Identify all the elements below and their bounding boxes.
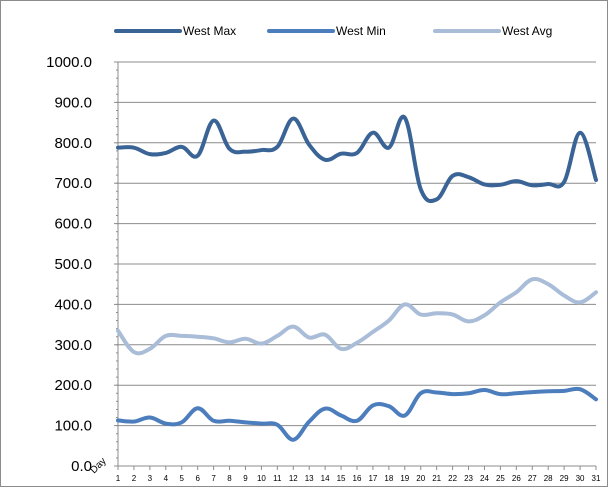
x-tick-label: 31 [592, 474, 601, 483]
series-line-west-max [116, 114, 598, 204]
x-tick-label: 29 [560, 474, 569, 483]
x-tick-label: 18 [384, 474, 393, 483]
gridlines [118, 61, 596, 427]
legend-label: West Avg [502, 24, 552, 38]
y-tick-label: 300.0 [54, 337, 92, 354]
x-tick-label: 11 [273, 474, 282, 483]
x-tick-label: 22 [448, 474, 457, 483]
x-tick-label: 2 [132, 474, 137, 483]
x-tick-label: 7 [211, 474, 216, 483]
x-tick-label: 15 [337, 474, 346, 483]
x-tick-label: 14 [321, 474, 330, 483]
x-tick-label: 21 [432, 474, 441, 483]
x-tick-label: 24 [480, 474, 489, 483]
y-tick-label: 200.0 [54, 377, 92, 394]
legend-label: West Max [183, 24, 236, 38]
axes [114, 61, 597, 470]
x-tick-label: 4 [164, 474, 169, 483]
y-tick-label: 1000.0 [46, 54, 92, 71]
x-tick-label: 9 [243, 474, 248, 483]
x-tick-label: 28 [544, 474, 553, 483]
x-tick-label: 16 [353, 474, 362, 483]
x-tick-label: 5 [180, 474, 185, 483]
y-tick-label: 500.0 [54, 256, 92, 273]
x-tick-label: 26 [512, 474, 521, 483]
x-tick-label: 27 [528, 474, 537, 483]
x-tick-label: 3 [148, 474, 153, 483]
y-tick-label: 800.0 [54, 135, 92, 152]
x-tick-label: 6 [195, 474, 200, 483]
y-tick-label: 900.0 [54, 94, 92, 111]
x-tick-label: 12 [289, 474, 298, 483]
y-tick-label: 400.0 [54, 296, 92, 313]
y-tick-label: 700.0 [54, 175, 92, 192]
x-tick-label: 19 [400, 474, 409, 483]
y-axis-ticks: 0.0 100.0 200.0 300.0 400.0 500.0 600.0 700.0 80… [46, 54, 92, 475]
series-line-west-avg [116, 277, 598, 356]
series-lines [116, 114, 598, 442]
x-tick-label: 23 [464, 474, 473, 483]
x-axis-ticks: 1 2 3 4 5 6 7 8 9 10 11 12 13 14 15 16 17 18 19 20 21 22 23 24 2… [116, 474, 601, 483]
x-tick-label: 20 [416, 474, 425, 483]
x-tick-label: 10 [257, 474, 266, 483]
y-tick-label: 0.0 [71, 458, 92, 475]
legend: West Max West Min West Avg [114, 24, 552, 38]
x-tick-label: 8 [227, 474, 232, 483]
x-tick-label: 1 [116, 474, 121, 483]
x-tick-label: 25 [496, 474, 505, 483]
x-tick-label: 30 [576, 474, 585, 483]
y-tick-label: 100.0 [54, 418, 92, 435]
legend-label: West Min [336, 24, 386, 38]
series-line-west-min [116, 386, 598, 442]
x-tick-label: 13 [305, 474, 314, 483]
y-tick-label: 600.0 [54, 216, 92, 233]
x-tick-label: 17 [368, 474, 377, 483]
